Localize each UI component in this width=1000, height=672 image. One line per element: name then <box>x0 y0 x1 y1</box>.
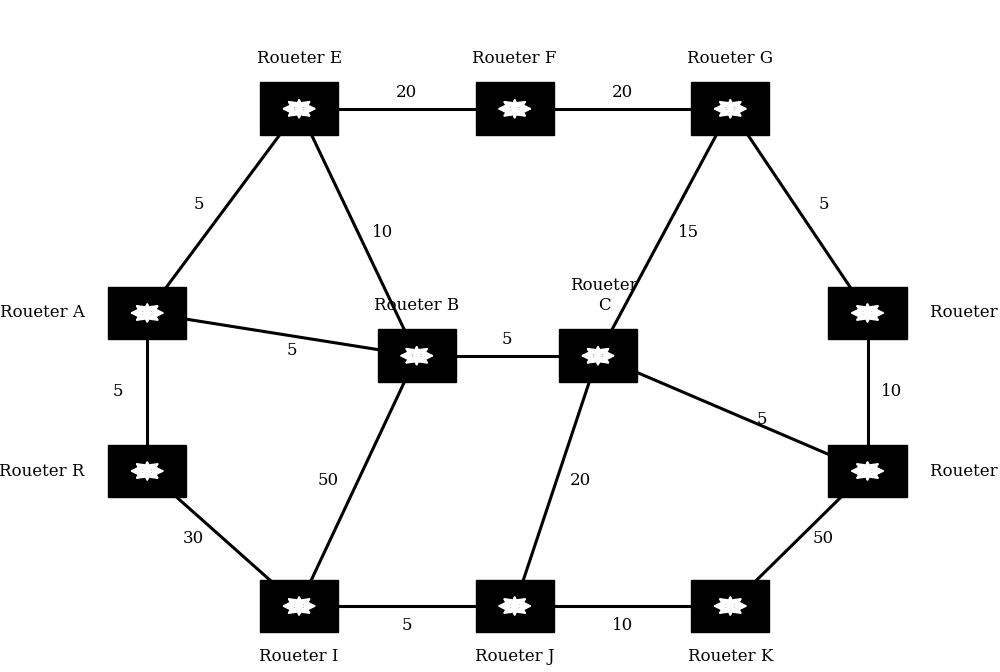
Text: 10: 10 <box>881 384 903 401</box>
Bar <box>108 445 186 497</box>
Text: 5: 5 <box>818 196 829 213</box>
Bar <box>476 83 554 135</box>
Text: 50: 50 <box>813 530 834 547</box>
Text: Roueter K: Roueter K <box>688 648 773 665</box>
Text: 5: 5 <box>402 618 412 634</box>
Text: 20: 20 <box>396 84 418 101</box>
Text: 5: 5 <box>193 196 204 213</box>
Text: 5: 5 <box>502 331 513 348</box>
Bar <box>691 580 769 632</box>
Text: 10: 10 <box>612 618 633 634</box>
Bar <box>378 329 456 382</box>
Text: 15: 15 <box>678 224 699 241</box>
Bar <box>476 580 554 632</box>
Bar <box>691 83 769 135</box>
Bar <box>828 286 907 339</box>
Text: Roueter D: Roueter D <box>930 462 1000 480</box>
Text: 10: 10 <box>372 224 393 241</box>
Text: Roueter F: Roueter F <box>472 50 557 67</box>
Text: 50: 50 <box>318 472 339 489</box>
Text: 30: 30 <box>183 530 204 547</box>
Text: 5: 5 <box>287 342 297 360</box>
Text: 20: 20 <box>612 84 633 101</box>
Text: Roueter E: Roueter E <box>257 50 342 67</box>
Text: Roueter A: Roueter A <box>0 304 84 321</box>
Text: Roueter G: Roueter G <box>687 50 773 67</box>
Text: Roueter I: Roueter I <box>259 648 339 665</box>
Text: 5: 5 <box>757 411 767 429</box>
Text: Roueter J: Roueter J <box>475 648 554 665</box>
Bar <box>828 445 907 497</box>
Bar <box>559 329 637 382</box>
Bar <box>108 286 186 339</box>
Text: 5: 5 <box>113 384 123 401</box>
Text: Roueter H: Roueter H <box>930 304 1000 321</box>
Text: Roueter R: Roueter R <box>0 462 84 480</box>
Bar <box>260 580 338 632</box>
Text: 20: 20 <box>570 472 591 489</box>
Text: Roueter B: Roueter B <box>374 296 459 314</box>
Text: Roueter
C: Roueter C <box>570 277 638 314</box>
Bar <box>260 83 338 135</box>
